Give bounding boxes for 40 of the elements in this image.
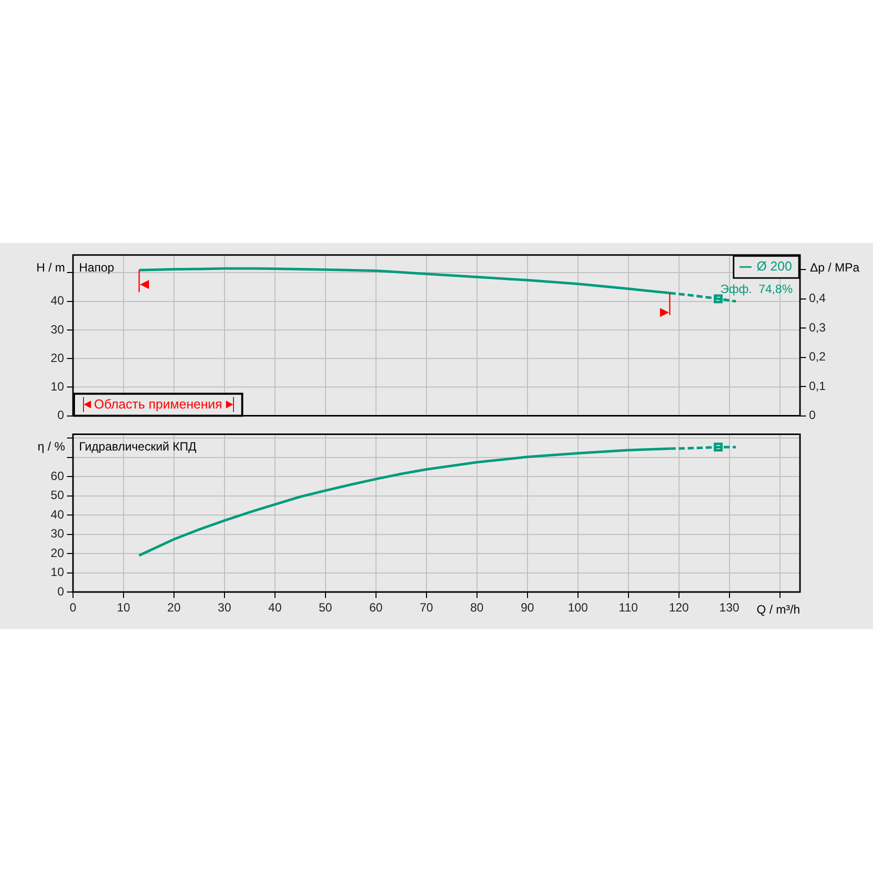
y-tick-label: 30 — [50, 526, 64, 541]
x-tick-label: 10 — [116, 600, 130, 615]
y-tick-label: 60 — [50, 468, 64, 483]
y-tick-label: 30 — [50, 322, 64, 336]
x-tick-label: 40 — [268, 600, 282, 615]
y-axis-title: H / m — [36, 260, 65, 274]
text: Гидравлический КПД — [79, 440, 196, 454]
x-tick-label: 80 — [470, 600, 484, 615]
legend-label: Ø 200 — [756, 258, 792, 274]
y-tick-label: 10 — [50, 380, 64, 394]
y-tick-label: 0 — [57, 408, 64, 422]
y-tick-label: 40 — [50, 507, 64, 522]
text: Напор — [79, 260, 115, 274]
y-tick-label: 20 — [50, 546, 64, 560]
x-tick-label: 70 — [420, 600, 434, 615]
x-tick-label: 90 — [520, 600, 534, 615]
y-tick-label: 10 — [50, 565, 64, 580]
y2-tick-label: 0,4 — [809, 291, 826, 306]
y2-tick-label: 0,3 — [809, 320, 826, 334]
y-tick-label: 40 — [50, 294, 64, 308]
y-tick-label: 50 — [50, 488, 64, 502]
annotation: Эфф. 74,8% — [720, 282, 793, 296]
y2-tick-label: 0,1 — [809, 378, 826, 393]
x-tick-label: 60 — [369, 600, 383, 615]
x-tick-label: 30 — [218, 600, 232, 615]
y-tick-label: 20 — [50, 350, 64, 365]
annotation: Область применения — [94, 396, 222, 412]
x-axis-title: Q / m³/h — [756, 602, 800, 616]
x-tick-label: 120 — [668, 600, 690, 615]
x-tick-label: 100 — [568, 600, 588, 615]
y-tick-label: 0 — [57, 584, 64, 598]
x-tick-label: 0 — [70, 600, 77, 615]
x-tick-label: 110 — [618, 600, 638, 615]
x-tick-label: 50 — [318, 600, 332, 615]
x-tick-label: 20 — [167, 600, 181, 615]
y2-tick-label: 0,2 — [809, 350, 826, 364]
y2-tick-label: 0 — [809, 408, 816, 422]
y-axis-title: η / % — [38, 440, 66, 454]
x-tick-label: 130 — [719, 600, 740, 615]
y2-axis-title: Δp / MPa — [810, 260, 860, 274]
